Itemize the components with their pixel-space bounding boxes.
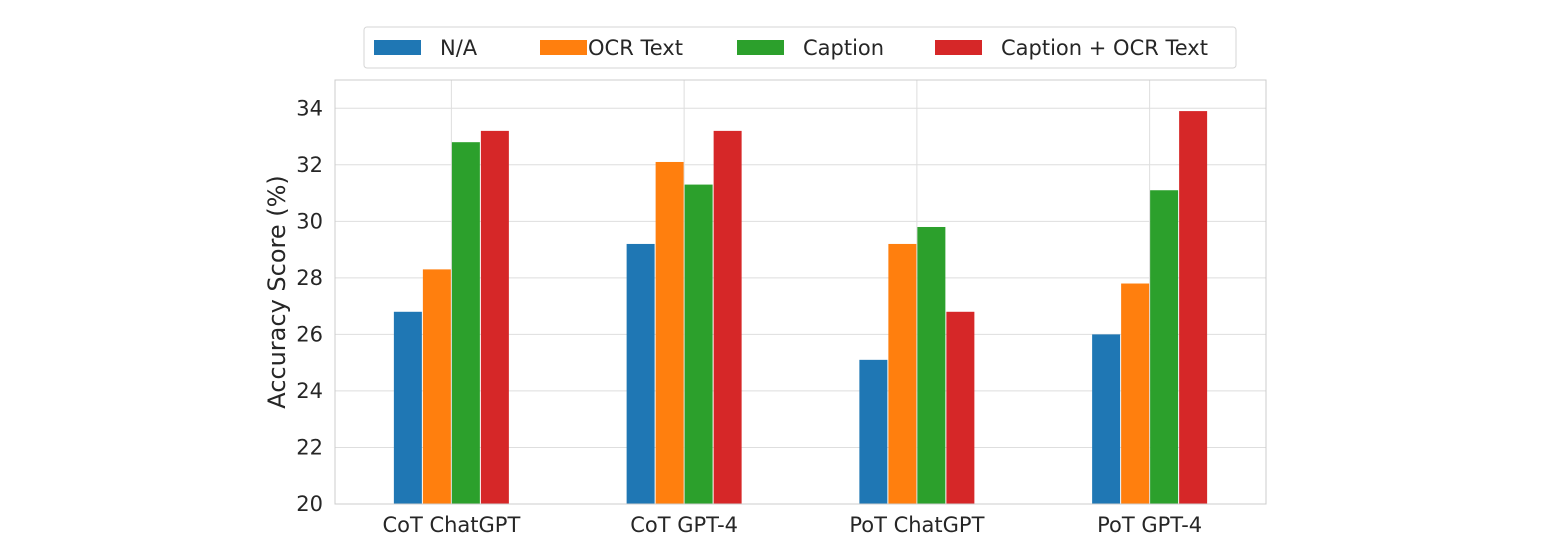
y-tick-label: 30 bbox=[296, 209, 323, 233]
bars bbox=[393, 111, 1208, 505]
bar bbox=[655, 161, 684, 504]
legend-swatch bbox=[540, 40, 587, 55]
legend-label: OCR Text bbox=[588, 36, 683, 60]
y-tick-label: 26 bbox=[296, 322, 323, 346]
bar bbox=[713, 130, 742, 504]
plot-area-frame bbox=[334, 79, 1267, 505]
x-tick-label: PoT ChatGPT bbox=[849, 513, 984, 537]
y-tick-label: 24 bbox=[296, 379, 323, 403]
bar bbox=[888, 243, 917, 505]
y-axis-ticks: 20 22 24 26 28 30 32 34 bbox=[296, 96, 323, 516]
bar bbox=[422, 269, 451, 504]
x-tick-label: CoT ChatGPT bbox=[382, 513, 520, 537]
bar bbox=[684, 184, 713, 504]
y-tick-label: 20 bbox=[296, 492, 323, 516]
bar bbox=[1179, 111, 1208, 505]
legend-box bbox=[363, 26, 1237, 69]
bar bbox=[917, 226, 946, 504]
x-tick-label: CoT GPT-4 bbox=[630, 513, 738, 537]
y-tick-label: 34 bbox=[296, 96, 323, 120]
bar bbox=[626, 243, 655, 505]
legend-label: Caption + OCR Text bbox=[1001, 36, 1208, 60]
bar bbox=[451, 142, 480, 505]
y-tick-label: 22 bbox=[296, 435, 323, 459]
legend-swatch bbox=[737, 40, 784, 55]
legend-label: N/A bbox=[440, 36, 478, 60]
bar bbox=[859, 359, 888, 504]
bar bbox=[946, 311, 975, 504]
legend-swatch bbox=[935, 40, 982, 55]
legend-label: Caption bbox=[803, 36, 884, 60]
bar bbox=[1092, 334, 1121, 504]
x-tick-label: PoT GPT-4 bbox=[1097, 513, 1202, 537]
y-tick-label: 28 bbox=[296, 266, 323, 290]
bar bbox=[1121, 283, 1150, 504]
y-axis-label: Accuracy Score (%) bbox=[263, 175, 291, 409]
bar bbox=[480, 130, 509, 504]
legend-swatch bbox=[374, 40, 421, 55]
x-axis-ticks: CoT ChatGPT CoT GPT-4 PoT ChatGPT PoT GPT-4 bbox=[382, 513, 1202, 537]
legend: N/A OCR Text Caption Caption + OCR Text bbox=[363, 26, 1237, 69]
y-tick-label: 32 bbox=[296, 153, 323, 177]
bar bbox=[393, 311, 422, 504]
bar bbox=[1150, 190, 1179, 505]
